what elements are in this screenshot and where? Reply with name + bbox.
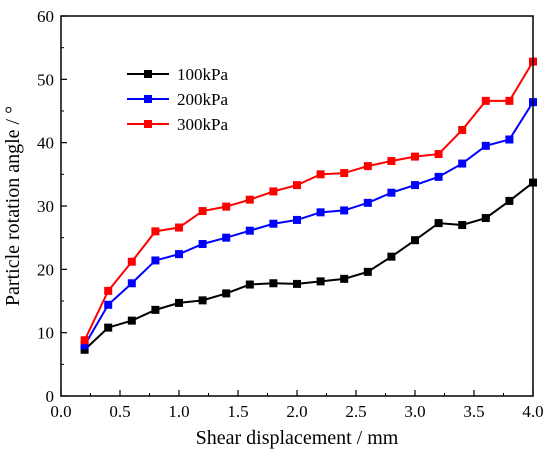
data-point	[127, 279, 136, 288]
axis-ticks: 0.0 0.5 1.0 1.5 2.0 2.5 3.0 3.5 4.0 0 10 20 30 40 50 60	[37, 7, 544, 421]
x-tick-label: 1.5	[227, 402, 248, 421]
data-point	[505, 196, 514, 205]
series-line	[83, 181, 534, 351]
data-point	[222, 202, 231, 211]
legend-marker	[144, 120, 152, 128]
data-point	[340, 206, 349, 215]
data-point	[363, 162, 372, 171]
data-point	[269, 219, 278, 228]
data-point	[434, 150, 443, 159]
legend-item: 200kPa	[127, 90, 228, 109]
data-point	[434, 219, 443, 228]
data-point	[151, 305, 160, 314]
y-tick-label: 30	[37, 197, 54, 216]
legend-label: 100kPa	[177, 65, 228, 84]
data-point	[175, 223, 183, 232]
data-point	[293, 279, 301, 288]
x-tick-label: 3.5	[463, 402, 484, 421]
data-point	[104, 300, 113, 309]
y-tick-label: 50	[37, 70, 54, 89]
data-point	[269, 279, 278, 288]
data-point	[198, 296, 207, 305]
x-tick-label: 0.5	[109, 402, 130, 421]
data-point	[245, 226, 254, 235]
data-point	[387, 252, 396, 261]
data-point	[411, 152, 419, 161]
data-point	[80, 341, 89, 350]
data-point	[481, 141, 490, 150]
data-point	[363, 267, 372, 276]
legend-marker	[144, 95, 152, 103]
series-100kPa	[80, 178, 537, 354]
data-point	[80, 336, 89, 345]
y-tick-label: 60	[37, 7, 54, 26]
data-point	[411, 236, 419, 245]
data-point	[127, 257, 136, 266]
legend-item: 100kPa	[127, 65, 228, 84]
y-tick-label: 20	[37, 260, 54, 279]
data-point	[175, 250, 183, 259]
legend-item: 300kPa	[127, 115, 228, 134]
data-point	[127, 316, 136, 325]
y-tick-label: 10	[37, 324, 54, 343]
data-point	[458, 221, 467, 229]
data-point	[151, 256, 160, 265]
x-axis-label: Shear displacement / mm	[196, 427, 399, 449]
data-point	[387, 188, 396, 197]
data-point	[316, 277, 325, 286]
data-point	[293, 215, 301, 224]
legend-label: 200kPa	[177, 90, 228, 109]
data-point	[316, 170, 325, 179]
x-tick-label: 4.0	[522, 402, 543, 421]
data-point	[198, 240, 207, 248]
data-point	[245, 280, 254, 289]
y-tick-label: 0	[46, 387, 55, 406]
x-tick-label: 2.5	[345, 402, 366, 421]
x-tick-label: 1.0	[168, 402, 189, 421]
x-tick-label: 2.0	[286, 402, 307, 421]
data-point	[293, 181, 301, 190]
data-point	[104, 323, 113, 332]
data-point	[411, 181, 419, 190]
y-axis-label: Particle rotation angle / °	[2, 106, 24, 306]
series-line	[83, 61, 534, 341]
data-point	[340, 274, 349, 283]
data-point	[222, 233, 231, 242]
data-point	[481, 214, 490, 223]
data-point	[458, 159, 467, 168]
data-point	[151, 227, 160, 236]
legend-marker	[144, 70, 152, 78]
data-point	[198, 207, 207, 216]
data-point	[80, 345, 89, 354]
series-200kPa	[80, 98, 537, 350]
legend: 100kPa 200kPa 300kPa	[127, 65, 228, 134]
data-point	[458, 126, 467, 134]
x-tick-label: 0.0	[50, 402, 71, 421]
data-point	[434, 172, 443, 181]
data-point	[104, 286, 113, 295]
data-point	[481, 96, 490, 105]
data-point	[363, 198, 372, 207]
data-point	[269, 187, 278, 196]
data-point	[505, 135, 514, 144]
y-tick-label: 40	[37, 134, 54, 153]
data-point	[222, 289, 231, 298]
data-point	[316, 208, 325, 217]
x-tick-label: 3.0	[404, 402, 425, 421]
data-point	[175, 298, 183, 307]
data-point	[245, 195, 254, 204]
data-point	[505, 96, 514, 105]
data-point	[340, 169, 349, 178]
data-point	[387, 157, 396, 166]
legend-label: 300kPa	[177, 115, 228, 134]
